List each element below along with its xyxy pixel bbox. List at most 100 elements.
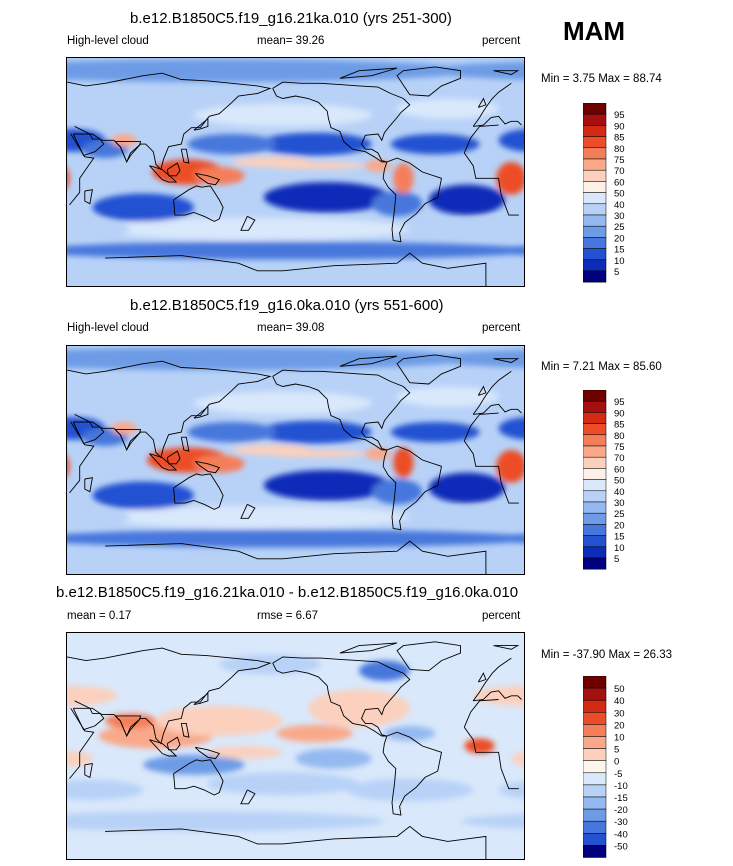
coastline: [463, 124, 499, 154]
coastline: [114, 141, 142, 163]
field-contour: [67, 98, 156, 119]
colorbar-tick-label: 90: [614, 408, 625, 419]
field-contour: [496, 161, 524, 195]
panel-1-map: [66, 57, 525, 287]
colorbar-swatch: [582, 845, 607, 858]
coastline: [166, 162, 181, 177]
panel-3-map: [66, 632, 525, 860]
colorbar-tick-label: 15: [614, 245, 625, 256]
colorbar-swatch: [582, 524, 607, 536]
panel-1-variable-label: High-level cloud: [67, 35, 149, 47]
colorbar-tick-label: 25: [614, 222, 625, 233]
field-contour: [92, 193, 194, 222]
field-contour: [485, 533, 524, 544]
panel-3-title: b.e12.B1850C5.f19_g16.21ka.010 - b.e12.B…: [56, 584, 519, 601]
colorbar-swatch: [582, 501, 607, 514]
field-contour: [428, 472, 505, 504]
panel-3-map-svg: [67, 633, 524, 859]
colorbar-tick-label: 10: [614, 543, 625, 554]
colorbar-tick-label: 30: [614, 708, 625, 719]
field-contour: [393, 447, 414, 478]
coastline: [114, 429, 142, 451]
colorbar-tick-label: 20: [614, 720, 625, 731]
field-contour: [67, 169, 70, 188]
coastline: [173, 759, 224, 796]
field-contour: [187, 134, 277, 155]
colorbar-swatch: [582, 434, 607, 447]
colorbar-tick-label: 70: [614, 166, 625, 177]
panel-2-title: b.e12.B1850C5.f19_g16.0ka.010 (yrs 551-6…: [130, 297, 444, 314]
coastline: [477, 672, 487, 683]
coastline: [493, 645, 520, 650]
panel-2-variable-label: High-level cloud: [67, 322, 149, 334]
colorbar-tick-label: 50: [614, 684, 625, 695]
coastline: [240, 503, 256, 519]
coastline: [149, 165, 178, 183]
colorbar-swatch: [582, 389, 607, 402]
field-contour: [67, 59, 474, 83]
panel-3-mean-label: mean = 0.17: [67, 610, 132, 622]
colorbar-tick-label: 5: [614, 554, 619, 565]
colorbar-tick-label: 5: [614, 745, 619, 756]
panel-2-colorbar: 95 90 85 80 75 70 60 50 40 30 25 20 15 10 5: [582, 389, 643, 575]
field-contour: [263, 449, 366, 458]
colorbar-tick-label: 95: [614, 110, 625, 121]
field-contour: [67, 457, 70, 476]
field-contour: [511, 389, 524, 404]
coastline: [473, 403, 522, 415]
panel-3-rmse-label: rmse = 6.67: [257, 610, 319, 622]
coastline: [149, 453, 178, 471]
field-contour: [67, 219, 131, 239]
field-contour: [498, 781, 524, 799]
colorbar-swatch: [582, 712, 607, 725]
field-contour: [485, 245, 524, 256]
field-contour: [371, 191, 423, 217]
panel-1-mean-label: mean= 39.26: [257, 35, 325, 47]
coastline: [339, 67, 398, 79]
field-contour: [263, 182, 391, 213]
colorbar-swatch: [582, 136, 607, 149]
field-contour: [105, 713, 156, 729]
field-contour: [263, 161, 366, 170]
field-contour: [263, 470, 391, 501]
colorbar-tick-label: 75: [614, 442, 625, 453]
panel-2-map: [66, 345, 525, 575]
colorbar-tick-label: -40: [614, 829, 628, 840]
coastline: [180, 148, 190, 164]
colorbar-swatch: [582, 772, 607, 786]
coastline: [149, 739, 178, 757]
field-contour: [193, 391, 372, 415]
field-contour: [206, 746, 283, 759]
colorbar-swatch: [582, 833, 607, 846]
coastline: [194, 746, 221, 760]
field-contour: [422, 61, 524, 80]
coastline: [463, 152, 519, 216]
coastline: [72, 133, 105, 157]
colorbar-tick-label: 50: [614, 189, 625, 200]
field-contour: [276, 724, 353, 743]
coastline: [272, 81, 411, 163]
coastline: [193, 692, 209, 706]
colorbar-tick-label: -10: [614, 781, 628, 792]
field-contour: [498, 129, 524, 152]
coastline: [339, 355, 398, 367]
field-contour: [193, 103, 372, 127]
field-contour: [67, 386, 156, 407]
coastline: [272, 369, 411, 451]
colorbar-tick-label: 80: [614, 144, 625, 155]
colorbar-tick-label: 85: [614, 133, 625, 144]
coastline: [396, 66, 461, 97]
field-contour: [371, 479, 423, 505]
coastline: [463, 726, 519, 790]
coastline: [473, 690, 522, 702]
field-contour: [397, 98, 499, 119]
coastline: [463, 412, 499, 442]
field-contour: [67, 347, 474, 371]
field-contour: [393, 163, 414, 194]
colorbar-tick-label: -5: [614, 769, 622, 780]
colorbar-swatch: [582, 699, 607, 713]
colorbar-tick-label: -30: [614, 817, 628, 828]
field-contour: [92, 481, 194, 510]
panel-3-colorbar: 50 40 30 20 10 5 0 -5 -10 -15 -20 -30 -40 -50: [582, 675, 643, 863]
coastline: [105, 540, 487, 574]
